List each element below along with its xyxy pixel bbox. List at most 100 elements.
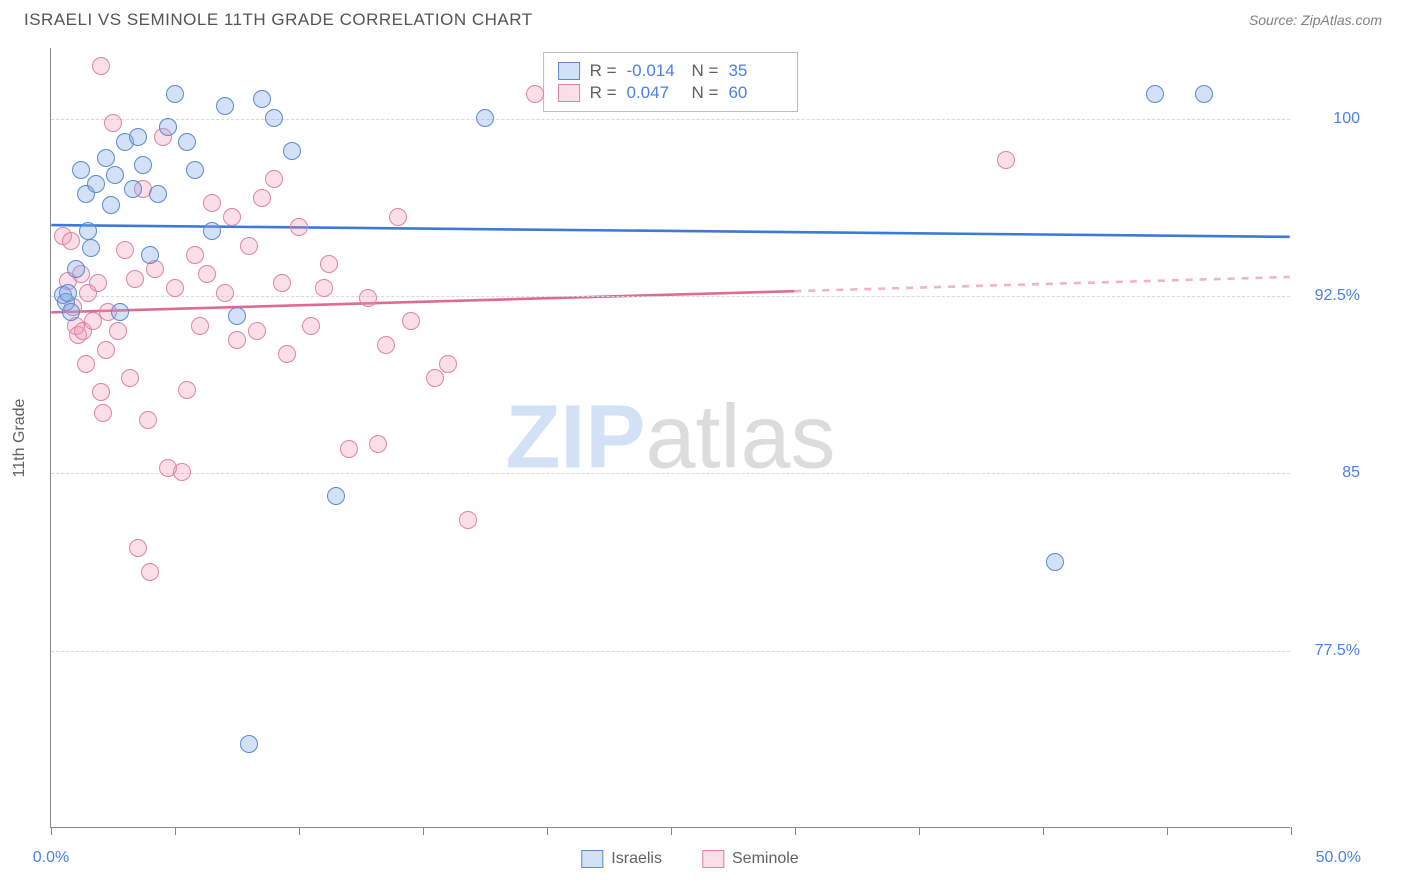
data-point-blue — [97, 149, 115, 167]
data-point-blue — [67, 260, 85, 278]
x-tick — [1167, 827, 1168, 835]
data-point-pink — [139, 411, 157, 429]
trend-lines-svg — [51, 48, 1290, 827]
gridline-h — [51, 296, 1290, 297]
data-point-pink — [228, 331, 246, 349]
data-point-pink — [173, 463, 191, 481]
data-point-pink — [121, 369, 139, 387]
gridline-h — [51, 119, 1290, 120]
legend-seminole: Seminole — [702, 850, 799, 868]
data-point-pink — [426, 369, 444, 387]
data-point-blue — [1195, 85, 1213, 103]
data-point-pink — [389, 208, 407, 226]
data-point-pink — [186, 246, 204, 264]
legend-seminole-label: Seminole — [732, 850, 799, 868]
data-point-pink — [216, 284, 234, 302]
data-point-pink — [340, 440, 358, 458]
trend-line — [794, 277, 1289, 291]
data-point-blue — [240, 735, 258, 753]
data-point-blue — [149, 185, 167, 203]
data-point-pink — [253, 189, 271, 207]
y-tick-label: 100 — [1300, 110, 1360, 128]
plot-area: ZIPatlas R = -0.014 N = 35 R = 0.047 N =… — [50, 48, 1290, 828]
x-tick — [175, 827, 176, 835]
data-point-blue — [62, 303, 80, 321]
swatch-pink-icon — [702, 850, 724, 868]
data-point-pink — [92, 57, 110, 75]
data-point-pink — [97, 341, 115, 359]
stat-blue-Rlbl: R = — [590, 61, 617, 81]
x-tick-label: 50.0% — [1316, 849, 1361, 867]
stat-pink-N: 60 — [728, 83, 783, 103]
y-tick-label: 77.5% — [1300, 642, 1360, 660]
data-point-blue — [476, 109, 494, 127]
bottom-legend: Israelis Seminole — [581, 850, 798, 868]
data-point-blue — [72, 161, 90, 179]
data-point-blue — [283, 142, 301, 160]
legend-israelis: Israelis — [581, 850, 662, 868]
data-point-pink — [315, 279, 333, 297]
data-point-blue — [129, 128, 147, 146]
stat-pink-Nlbl: N = — [692, 83, 719, 103]
data-point-pink — [178, 381, 196, 399]
data-point-blue — [124, 180, 142, 198]
x-tick — [299, 827, 300, 835]
y-tick-label: 85 — [1300, 464, 1360, 482]
x-tick — [51, 827, 52, 835]
data-point-blue — [166, 85, 184, 103]
data-point-pink — [92, 383, 110, 401]
swatch-pink — [558, 84, 580, 102]
data-point-pink — [198, 265, 216, 283]
stat-pink-R: 0.047 — [627, 83, 682, 103]
data-point-pink — [141, 563, 159, 581]
data-point-blue — [228, 307, 246, 325]
gridline-h — [51, 651, 1290, 652]
data-point-pink — [223, 208, 241, 226]
stat-blue-R: -0.014 — [627, 61, 682, 81]
x-tick — [423, 827, 424, 835]
data-point-pink — [94, 404, 112, 422]
stat-blue-Nlbl: N = — [692, 61, 719, 81]
stat-pink-Rlbl: R = — [590, 83, 617, 103]
data-point-blue — [159, 118, 177, 136]
data-point-blue — [79, 222, 97, 240]
data-point-pink — [439, 355, 457, 373]
y-axis-label: 11th Grade — [11, 399, 29, 478]
x-tick — [547, 827, 548, 835]
chart-title: ISRAELI VS SEMINOLE 11TH GRADE CORRELATI… — [24, 10, 533, 30]
data-point-pink — [402, 312, 420, 330]
swatch-blue-icon — [581, 850, 603, 868]
data-point-blue — [186, 161, 204, 179]
data-point-blue — [216, 97, 234, 115]
data-point-pink — [377, 336, 395, 354]
stat-blue-N: 35 — [728, 61, 783, 81]
data-point-pink — [240, 237, 258, 255]
data-point-blue — [111, 303, 129, 321]
data-point-pink — [265, 170, 283, 188]
data-point-pink — [290, 218, 308, 236]
data-point-blue — [1046, 553, 1064, 571]
data-point-blue — [59, 284, 77, 302]
data-point-blue — [87, 175, 105, 193]
data-point-pink — [248, 322, 266, 340]
data-point-blue — [265, 109, 283, 127]
data-point-pink — [109, 322, 127, 340]
data-point-pink — [369, 435, 387, 453]
x-tick — [1291, 827, 1292, 835]
data-point-blue — [178, 133, 196, 151]
trend-line — [51, 291, 794, 312]
data-point-pink — [126, 270, 144, 288]
x-tick — [919, 827, 920, 835]
chart-source: Source: ZipAtlas.com — [1249, 12, 1382, 28]
data-point-pink — [191, 317, 209, 335]
data-point-pink — [459, 511, 477, 529]
data-point-blue — [102, 196, 120, 214]
data-point-pink — [526, 85, 544, 103]
stat-row-blue: R = -0.014 N = 35 — [558, 61, 784, 81]
data-point-pink — [273, 274, 291, 292]
data-point-pink — [77, 355, 95, 373]
data-point-blue — [134, 156, 152, 174]
stat-row-pink: R = 0.047 N = 60 — [558, 83, 784, 103]
x-tick-label: 0.0% — [33, 849, 69, 867]
plot-wrap: 11th Grade ZIPatlas R = -0.014 N = 35 R … — [50, 48, 1330, 828]
